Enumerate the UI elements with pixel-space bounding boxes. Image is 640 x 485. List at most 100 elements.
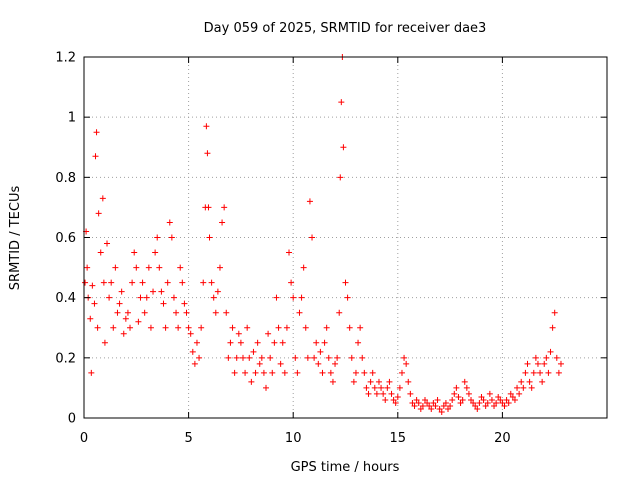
data-point	[338, 99, 345, 106]
data-point	[539, 378, 546, 385]
data-point	[250, 348, 257, 355]
data-point	[520, 384, 527, 391]
data-point	[283, 324, 290, 331]
data-point	[156, 264, 163, 271]
data-point	[474, 405, 481, 412]
data-point	[252, 369, 259, 376]
data-point	[185, 324, 192, 331]
data-point	[93, 129, 100, 136]
data-point	[426, 402, 433, 409]
data-point	[388, 390, 395, 397]
data-point	[428, 405, 435, 412]
data-point	[214, 288, 221, 295]
data-point	[166, 219, 173, 226]
data-point	[210, 294, 217, 301]
data-point	[89, 282, 96, 289]
data-point	[286, 249, 293, 256]
data-point	[187, 330, 194, 337]
data-point	[451, 390, 458, 397]
data-points	[82, 54, 564, 415]
y-tick-label: 0.4	[55, 291, 76, 306]
data-point	[396, 384, 403, 391]
data-point	[88, 369, 95, 376]
data-point	[296, 309, 303, 316]
data-point	[340, 144, 347, 151]
data-point	[114, 309, 121, 316]
data-point	[476, 399, 483, 406]
data-point	[91, 300, 98, 307]
data-point	[309, 234, 316, 241]
data-point	[532, 354, 539, 361]
data-point	[129, 279, 136, 286]
data-point	[258, 354, 265, 361]
data-point	[357, 324, 364, 331]
data-point	[367, 378, 374, 385]
data-point	[541, 360, 548, 367]
data-point	[304, 354, 311, 361]
data-point	[555, 369, 562, 376]
data-point	[154, 234, 161, 241]
data-point	[371, 384, 378, 391]
data-point	[290, 294, 297, 301]
data-point	[461, 378, 468, 385]
data-point	[378, 384, 385, 391]
y-tick-label: 0.8	[55, 171, 76, 186]
data-point	[332, 360, 339, 367]
data-point	[449, 396, 456, 403]
data-point	[516, 390, 523, 397]
data-point	[453, 384, 460, 391]
data-point	[273, 294, 280, 301]
data-point	[311, 354, 318, 361]
data-point	[147, 324, 154, 331]
data-point	[503, 396, 510, 403]
data-point	[545, 369, 552, 376]
data-point	[365, 390, 372, 397]
data-point	[442, 399, 449, 406]
data-point	[302, 324, 309, 331]
data-point	[390, 396, 397, 403]
data-point	[118, 288, 125, 295]
data-point	[275, 324, 282, 331]
data-point	[175, 324, 182, 331]
data-point	[317, 348, 324, 355]
data-point	[279, 339, 286, 346]
data-point	[193, 339, 200, 346]
data-point	[511, 396, 518, 403]
data-point	[112, 264, 119, 271]
data-point	[509, 393, 516, 400]
data-point	[168, 234, 175, 241]
data-point	[104, 240, 111, 247]
data-point	[543, 354, 550, 361]
data-point	[145, 264, 152, 271]
data-point	[110, 324, 117, 331]
data-point	[499, 399, 506, 406]
data-point	[84, 264, 91, 271]
x-tick-label: 0	[80, 431, 88, 446]
data-point	[380, 390, 387, 397]
data-point	[480, 396, 487, 403]
data-point	[229, 324, 236, 331]
data-point	[382, 396, 389, 403]
data-point	[127, 324, 134, 331]
data-point	[321, 339, 328, 346]
x-tick-label: 15	[390, 431, 407, 446]
data-point	[116, 300, 123, 307]
data-point	[120, 330, 127, 337]
data-point	[392, 399, 399, 406]
data-point	[465, 390, 472, 397]
data-point	[325, 354, 332, 361]
data-point	[547, 348, 554, 355]
data-point	[337, 174, 344, 181]
data-point	[137, 294, 144, 301]
data-point	[524, 360, 531, 367]
data-point	[534, 360, 541, 367]
data-point	[265, 330, 272, 337]
data-point	[97, 249, 104, 256]
data-point	[342, 279, 349, 286]
data-point	[419, 402, 426, 409]
data-point	[239, 354, 246, 361]
data-point	[269, 369, 276, 376]
data-point	[179, 279, 186, 286]
data-point	[106, 294, 113, 301]
